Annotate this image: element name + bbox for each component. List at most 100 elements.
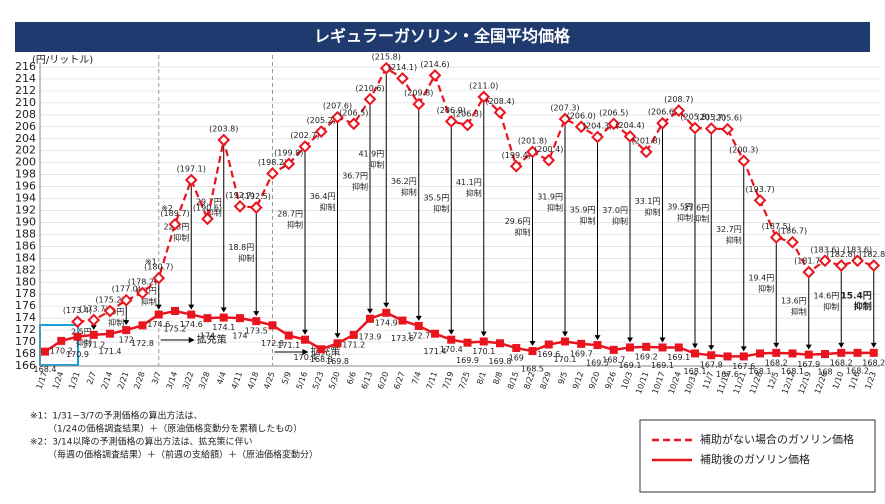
point <box>558 112 572 126</box>
x-tick-label: 9/26 <box>603 370 618 390</box>
point <box>723 352 732 361</box>
point <box>753 193 767 207</box>
value-label: 172.8 <box>261 339 284 348</box>
point <box>626 343 634 352</box>
point <box>184 173 198 187</box>
point <box>447 335 456 344</box>
value-label: 168.8 <box>310 355 333 364</box>
gap-label: 19.4円 <box>748 273 774 282</box>
value-label: (205.6) <box>713 114 742 123</box>
arrow-head <box>188 337 195 343</box>
point <box>428 69 442 82</box>
arrow-head <box>594 335 601 341</box>
point <box>136 286 149 300</box>
value-label: (208.7) <box>664 95 693 104</box>
value-label: 169 <box>509 354 524 363</box>
y-tick-label: 196 <box>15 180 36 193</box>
point <box>802 265 816 279</box>
value-label: (197.1) <box>177 165 206 174</box>
value-label: (180.7) <box>144 263 173 272</box>
value-label: 169.8 <box>326 357 349 366</box>
point <box>851 254 864 268</box>
point <box>138 321 147 330</box>
gap-label: 抑制 <box>693 213 709 223</box>
value-label: 168.5 <box>521 365 544 374</box>
point <box>528 347 537 356</box>
gap-label: 抑制 <box>238 253 254 263</box>
value-label: 174 <box>200 332 215 341</box>
value-label: 171.1 <box>277 341 300 350</box>
point <box>301 335 309 344</box>
phase-label: 拡充策 <box>197 333 227 346</box>
point <box>233 199 247 213</box>
point <box>89 330 98 339</box>
value-label: 169.8 <box>489 357 512 366</box>
point <box>284 331 293 340</box>
point <box>639 145 653 159</box>
point <box>837 348 846 357</box>
point <box>804 350 813 359</box>
value-label: 168.2 <box>846 366 869 375</box>
point <box>171 306 179 315</box>
value-label: (211.0) <box>469 81 498 90</box>
gap-label: 抑制 <box>677 212 693 222</box>
gap-label: 抑制 <box>854 301 872 313</box>
value-label: 167.8 <box>700 361 723 370</box>
value-label: (192.7) <box>225 191 254 200</box>
point <box>737 154 751 168</box>
point <box>236 314 244 323</box>
value-label: 168.1 <box>781 367 804 376</box>
value-label: (198.2) <box>258 158 287 167</box>
y-tick-label: 188 <box>15 227 36 240</box>
value-label: 169.1 <box>667 353 690 362</box>
value-label: 168.7 <box>602 355 625 364</box>
note: ※2：3/14以降の予測価格の算出方法は、拡充策に伴い <box>30 436 252 448</box>
x-tick-label: 6/27 <box>392 370 407 390</box>
value-label: 167.6 <box>716 370 739 379</box>
value-label: 169.1 <box>651 361 674 370</box>
point <box>87 313 101 327</box>
value-label: (208.4) <box>485 97 514 106</box>
point <box>818 254 832 268</box>
point <box>217 133 231 147</box>
x-tick-label: 2/28 <box>132 370 147 390</box>
legend-label: 補助がない場合のガソリン価格 <box>700 432 854 446</box>
point <box>477 90 491 104</box>
y-tick-label: 166 <box>15 359 36 372</box>
value-label: 170.1 <box>472 347 495 356</box>
note-marker: ※1 <box>145 258 157 267</box>
gap-label: 抑制 <box>433 203 449 213</box>
gap-label: 36.7円 <box>342 172 368 181</box>
gap-label: 37.6円 <box>683 203 709 212</box>
point <box>71 315 84 329</box>
gap-label: 41.1円 <box>456 178 482 187</box>
value-label: 175.2 <box>164 324 187 333</box>
point <box>591 130 604 144</box>
value-label: (187.5) <box>762 222 791 231</box>
value-label: 171.4 <box>424 347 447 356</box>
arrow-head <box>123 320 130 326</box>
point <box>317 345 326 354</box>
value-label: (206.0) <box>567 111 596 120</box>
x-tick-label: 2/21 <box>116 370 131 390</box>
x-tick-label: 10/3 <box>620 370 635 390</box>
point <box>168 217 182 231</box>
value-label: (205.2) <box>307 116 336 125</box>
arrow-head <box>740 346 747 352</box>
gap-label: 抑制 <box>758 283 774 293</box>
point <box>607 117 621 131</box>
value-label: (193.7) <box>745 185 774 194</box>
point <box>577 339 586 348</box>
arrow-head <box>870 342 877 348</box>
gap-label: 抑制 <box>320 202 336 212</box>
point <box>869 348 878 357</box>
point <box>201 212 214 226</box>
arrow-head <box>302 349 309 355</box>
point <box>41 347 49 356</box>
value-label: 173.5 <box>245 327 268 336</box>
point <box>509 159 523 173</box>
value-label: 168.1 <box>684 367 707 376</box>
value-label: (190.6) <box>193 203 222 212</box>
arrow-head <box>334 333 341 339</box>
